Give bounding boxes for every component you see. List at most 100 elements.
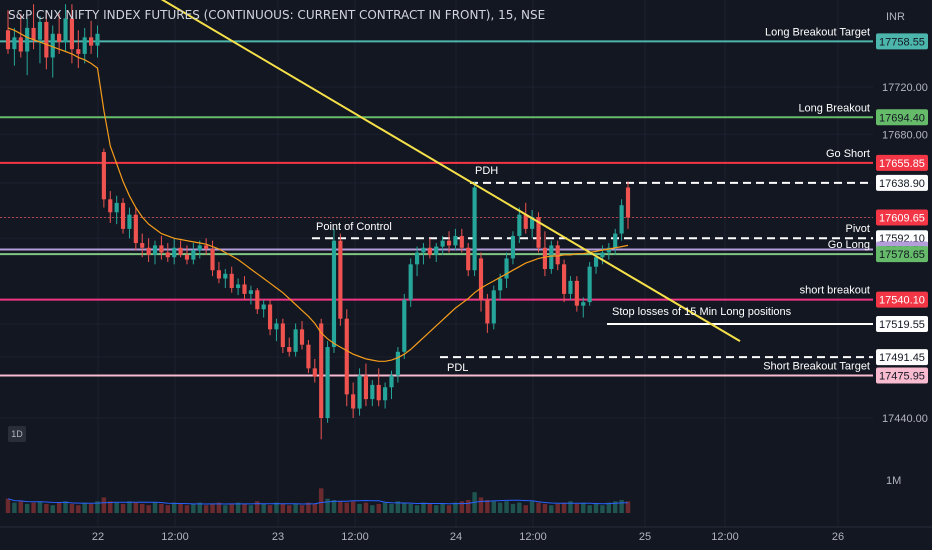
price-tag	[876, 174, 928, 191]
level-label: Short Breakout Target	[763, 361, 870, 373]
volume-bar	[338, 501, 343, 513]
trendline	[160, 0, 741, 343]
candle-body	[274, 323, 279, 330]
candle-body	[325, 347, 330, 418]
volume-bar	[152, 502, 158, 513]
volume-bar	[191, 503, 196, 513]
candle-body	[574, 280, 579, 306]
volume-bar	[517, 502, 522, 513]
price-tag-label: 17655.85	[879, 158, 925, 170]
volume-bar	[382, 502, 388, 513]
candle-body	[82, 37, 87, 54]
y-tick-label: 17440.00	[882, 413, 928, 425]
volume-bar	[376, 503, 381, 513]
volume-bar	[542, 503, 548, 513]
volume-bar	[306, 502, 311, 513]
level-label: Go Long	[828, 239, 870, 251]
volume-bar	[95, 501, 100, 513]
x-tick-label: 12:00	[341, 531, 369, 543]
level-label: Go Short	[826, 148, 870, 160]
volume-bar	[549, 505, 554, 513]
volume-bar	[581, 502, 586, 513]
candle-body	[625, 187, 631, 218]
volume-bar	[536, 502, 541, 513]
candle-body	[542, 247, 547, 270]
price-tag-label: 17519.55	[879, 319, 925, 331]
price-tag	[876, 349, 928, 366]
x-tick-label: 22	[92, 531, 104, 543]
candle-body	[408, 264, 413, 300]
price-tag-label: 17694.40	[879, 112, 925, 124]
candle-body	[299, 329, 305, 345]
x-tick-label: 23	[272, 531, 284, 543]
candle-body	[517, 214, 522, 236]
volume-bar	[593, 503, 599, 513]
volume-bar	[139, 503, 145, 513]
volume-bar	[261, 503, 266, 513]
candle-body	[261, 304, 266, 310]
axes: 17758.55 17694.40 17655.85 17638.90 17609.65…	[0, 11, 932, 543]
candle-body	[191, 250, 196, 260]
volume-bar	[434, 505, 439, 513]
volume-bar	[389, 503, 394, 513]
chart-title: S&P CNX NIFTY INDEX FUTURES (CONTINUOUS:…	[8, 8, 546, 22]
candle-body	[50, 33, 55, 58]
volume-bar	[568, 501, 573, 513]
candle-body	[101, 152, 106, 200]
volume-bar	[318, 488, 324, 513]
volume-bar	[446, 505, 452, 513]
candle-body	[613, 233, 618, 248]
volume-bar	[357, 503, 362, 513]
candle-body	[549, 245, 554, 270]
candle-body	[306, 344, 311, 369]
candle-body	[287, 347, 292, 352]
volume-bar	[242, 503, 247, 513]
volume-bar	[267, 505, 273, 513]
volume-bar	[459, 501, 465, 513]
candle-body	[5, 30, 11, 50]
candle-body	[216, 270, 222, 279]
interval-badge[interactable]: 1D	[8, 426, 26, 442]
volume-bar	[223, 505, 228, 513]
volume-bar	[395, 501, 401, 513]
candle-body	[223, 273, 228, 279]
candle-body	[331, 240, 337, 348]
volume-bar	[165, 505, 171, 513]
candle-body	[619, 205, 624, 234]
volume-bar	[88, 503, 94, 513]
volume-bar	[44, 503, 49, 513]
volume-bar	[101, 497, 107, 513]
candle-body	[319, 323, 324, 418]
level-label: Long Breakout Target	[765, 26, 870, 38]
volume-bar	[497, 502, 503, 513]
volume-bar	[612, 501, 618, 513]
candle-body	[120, 202, 126, 229]
candle-body	[108, 199, 113, 213]
price-tag-label: 17540.10	[879, 295, 925, 307]
volume-bar	[465, 500, 471, 513]
volume-bar	[478, 497, 484, 513]
candle-body	[459, 235, 464, 248]
volume-bar	[504, 501, 509, 513]
x-tick-label: 26	[832, 531, 844, 543]
candle-body	[376, 384, 381, 401]
candle-body	[530, 217, 535, 229]
candle-body	[440, 240, 445, 247]
x-tick-label: 25	[639, 531, 651, 543]
candle-body	[57, 33, 62, 43]
candle-body	[184, 254, 190, 260]
candle-body	[312, 368, 317, 377]
volume-bar	[127, 501, 132, 513]
volume-bar	[37, 501, 43, 513]
candle-body	[453, 235, 458, 246]
candle-body	[446, 240, 452, 246]
x-tick-label: 12:00	[161, 531, 189, 543]
candle-body	[523, 214, 528, 229]
volume-bar	[216, 502, 222, 513]
candle-body	[581, 302, 586, 306]
candle-body	[25, 27, 30, 52]
candle-body	[600, 252, 605, 258]
volume-bar	[587, 505, 592, 513]
